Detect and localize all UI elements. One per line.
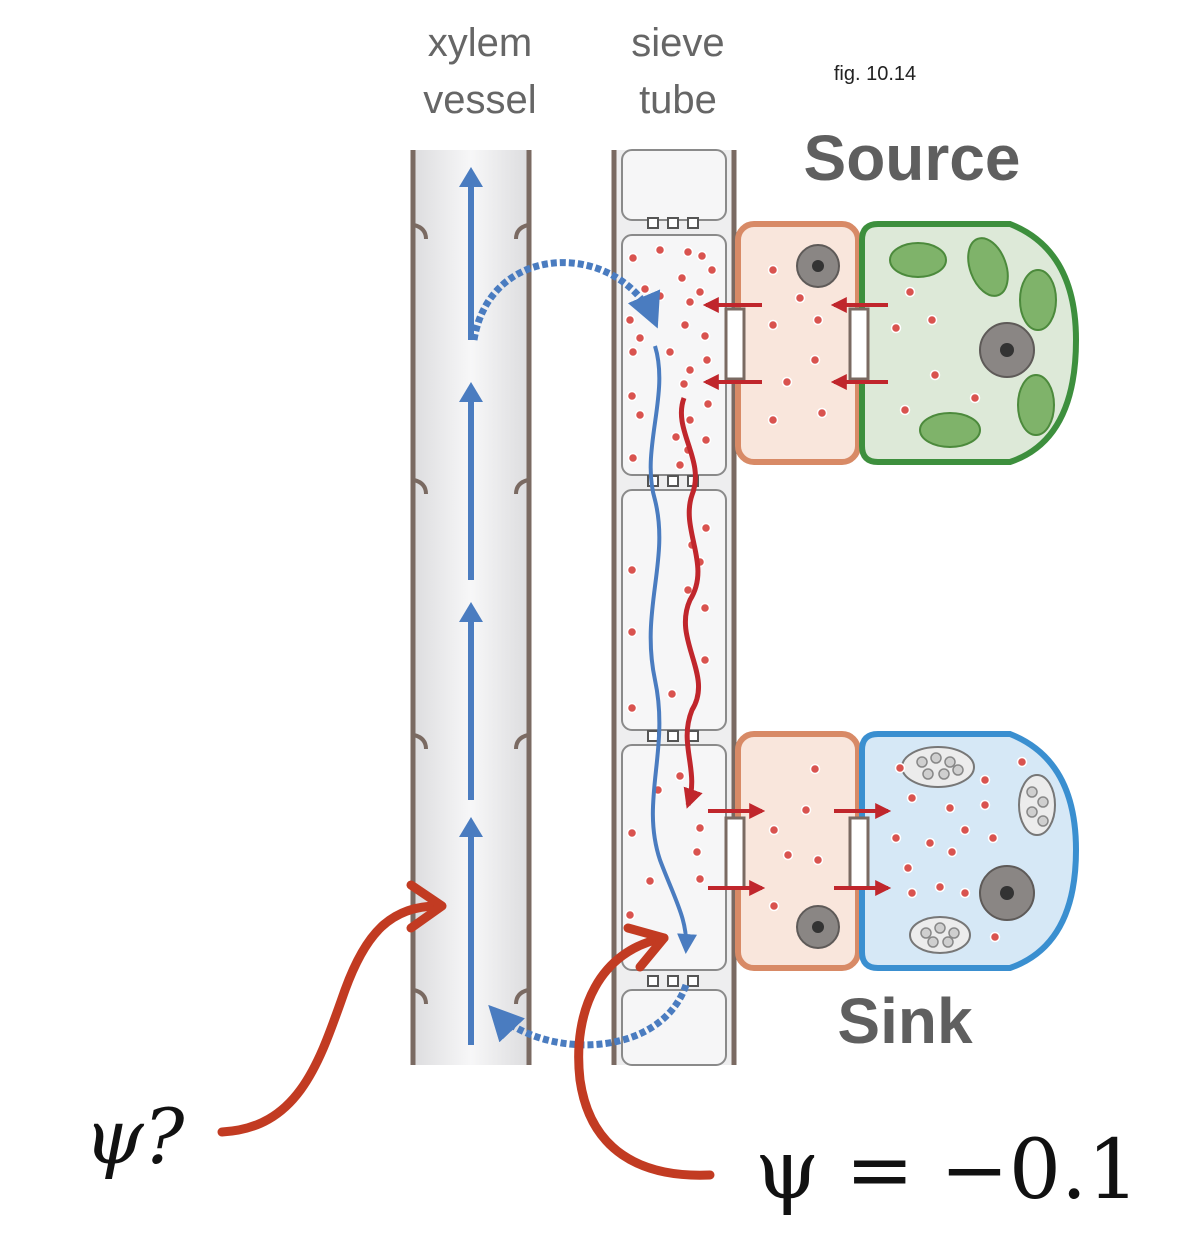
nucleus-icon — [796, 905, 840, 949]
xylem-water-potential-annotation: ψ? — [84, 1092, 186, 1181]
xylem-label-line1: xylem — [428, 21, 532, 65]
chloroplast-icon — [889, 237, 1057, 448]
source-plasmodesmata — [724, 307, 870, 381]
sieve-label-line1: sieve — [631, 21, 724, 65]
sink-companion-cell — [735, 731, 861, 971]
nucleus-icon — [979, 322, 1035, 378]
sugar-molecule-icon — [767, 264, 828, 426]
xylem-potential-callout-arrow — [217, 880, 447, 1137]
sugar-flow-arrow — [678, 397, 703, 809]
sieve-label-line2: tube — [639, 78, 717, 122]
starch-granule-icon — [901, 746, 1056, 954]
xylem-label-line2: vessel — [423, 78, 536, 122]
sugar-loading-arrows — [702, 297, 888, 390]
sugar-molecules-sieve — [624, 244, 718, 921]
sugar-unloading-arrows — [708, 803, 892, 896]
sieve-water-potential-annotation: ψ = −0.1 — [755, 1123, 1139, 1218]
sink-storage-cell — [859, 731, 1080, 971]
sink-label: Sink — [837, 985, 973, 1057]
source-label: Source — [804, 122, 1021, 194]
xylem-vessel — [410, 150, 532, 1065]
source-mesophyll-cell — [859, 221, 1080, 465]
xylem-water-flow-arrows — [459, 167, 483, 1045]
water-return-dashed-arrow — [488, 983, 690, 1049]
sieve-potential-callout-arrow — [574, 923, 715, 1180]
nucleus-icon — [979, 865, 1035, 921]
source-companion-cell — [735, 221, 861, 465]
sieve-tube — [611, 149, 737, 1066]
water-uptake-dashed-arrow — [470, 259, 661, 341]
xylem-cell-junctions — [413, 223, 529, 1005]
figure-reference: fig. 10.14 — [834, 63, 916, 85]
water-flow-sieve-arrow — [648, 345, 698, 954]
nucleus-icon — [796, 244, 840, 288]
